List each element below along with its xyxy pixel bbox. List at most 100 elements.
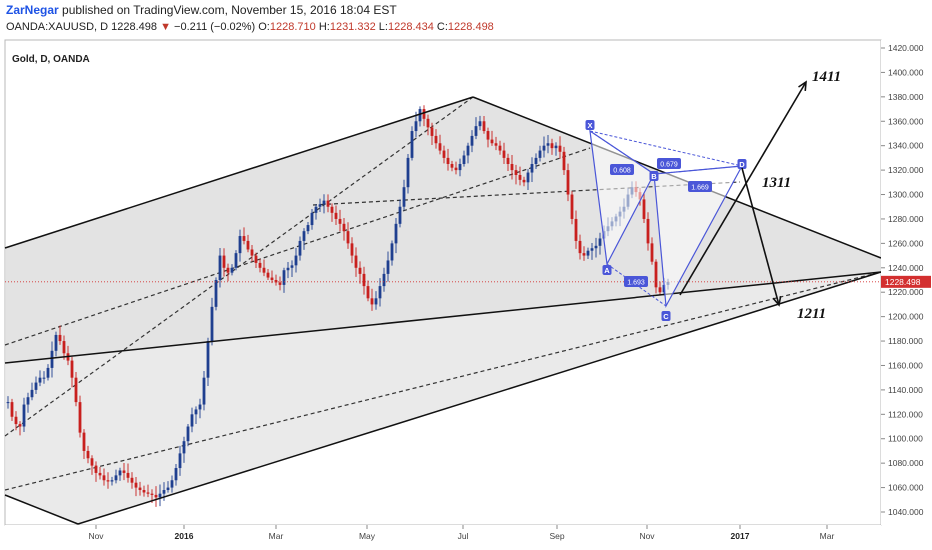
candle-body bbox=[570, 194, 574, 219]
last-value: 1228.498 bbox=[111, 21, 158, 33]
candle-body bbox=[90, 458, 94, 466]
price-series bbox=[6, 105, 670, 507]
candle-body bbox=[262, 267, 266, 273]
last-price-text: 1228.498 bbox=[885, 277, 921, 287]
candle-body bbox=[210, 306, 214, 342]
x-tick-label: Jul bbox=[458, 531, 469, 541]
candle-body bbox=[102, 475, 106, 481]
candle-body bbox=[10, 402, 14, 417]
candle-body bbox=[242, 236, 246, 241]
candle-body bbox=[154, 494, 158, 498]
change-value: −0.211 (−0.02%) bbox=[174, 21, 256, 33]
candle-body bbox=[250, 249, 254, 256]
candle-body bbox=[258, 262, 262, 268]
candle-body bbox=[226, 267, 230, 273]
y-tick-label: 1240.000 bbox=[888, 263, 924, 273]
candle-body bbox=[478, 121, 482, 127]
pattern-point-badge bbox=[737, 159, 747, 169]
candle-body bbox=[650, 243, 654, 262]
candle-body bbox=[314, 206, 318, 213]
candle-body bbox=[70, 360, 74, 378]
y-tick-label: 1400.000 bbox=[888, 67, 924, 77]
pattern-ratio-line bbox=[589, 130, 655, 175]
candle-body bbox=[234, 253, 238, 268]
candle-body bbox=[558, 145, 562, 152]
arrow-head bbox=[772, 296, 782, 307]
candle-body bbox=[286, 267, 290, 271]
candle-body bbox=[150, 493, 154, 495]
candle-body bbox=[410, 131, 414, 158]
candle-body bbox=[166, 487, 170, 491]
pattern-point-badge bbox=[661, 311, 671, 321]
candle-body bbox=[246, 240, 250, 250]
pattern-point-label: D bbox=[739, 160, 745, 169]
candle-body bbox=[594, 245, 598, 249]
candle-body bbox=[582, 253, 586, 256]
candle-body bbox=[374, 298, 378, 305]
candle-body bbox=[562, 151, 566, 171]
candle-body bbox=[218, 255, 222, 280]
candle-body bbox=[46, 367, 50, 378]
dashed-trendlines bbox=[4, 96, 882, 491]
candle-body bbox=[458, 164, 462, 171]
y-axis-ticks: 1040.000 1060.000 1080.000 1100.000 1120.000… bbox=[881, 43, 924, 517]
pattern-point-label: X bbox=[587, 121, 592, 130]
candle-body bbox=[526, 172, 530, 183]
candle-body bbox=[38, 377, 42, 383]
candle-body bbox=[190, 414, 194, 427]
author-link[interactable]: ZarNegar bbox=[6, 3, 59, 17]
candle-body bbox=[98, 472, 102, 476]
candle-body bbox=[506, 157, 510, 164]
candle-body bbox=[266, 272, 270, 278]
pattern-point-badge bbox=[649, 171, 659, 181]
candle-body bbox=[566, 170, 570, 195]
candle-body bbox=[178, 453, 182, 469]
dashed-trendline bbox=[4, 271, 882, 491]
y-tick-label: 1120.000 bbox=[888, 409, 923, 419]
ratio-badge bbox=[688, 181, 712, 192]
candle-body bbox=[498, 145, 502, 151]
bcd-triangle bbox=[653, 165, 744, 309]
publisher-line: ZarNegar published on TradingView.com, N… bbox=[6, 3, 397, 17]
candle-body bbox=[646, 218, 650, 244]
candle-body bbox=[550, 143, 554, 149]
candle-body bbox=[642, 199, 646, 219]
arrow-to-1411 bbox=[679, 81, 807, 296]
xab-triangle bbox=[589, 129, 655, 266]
candle-body bbox=[382, 273, 386, 287]
candle-body bbox=[654, 261, 658, 288]
y-tick-label: 1420.000 bbox=[888, 43, 924, 53]
high-label: H: bbox=[318, 21, 330, 33]
candle-body bbox=[542, 145, 546, 151]
candle-body bbox=[58, 334, 62, 342]
x-tick-label: 2017 bbox=[731, 531, 750, 541]
trendline bbox=[77, 271, 882, 525]
candle-body bbox=[530, 164, 534, 173]
candle-body bbox=[310, 212, 314, 226]
chart-header: ZarNegar published on TradingView.com, N… bbox=[0, 0, 932, 40]
x-axis[interactable] bbox=[5, 525, 881, 550]
published-text: published on TradingView.com, November 1… bbox=[58, 3, 397, 17]
y-tick-label: 1140.000 bbox=[888, 385, 923, 395]
candle-body bbox=[422, 109, 426, 119]
candle-body bbox=[194, 409, 198, 415]
candle-body bbox=[554, 145, 558, 149]
candle-body bbox=[330, 206, 334, 213]
ratio-label: 0.679 bbox=[660, 162, 678, 169]
label-1211: 1211 bbox=[797, 306, 826, 322]
x-tick-label: Mar bbox=[820, 531, 835, 541]
candle-body bbox=[414, 121, 418, 132]
trendline bbox=[4, 271, 882, 364]
y-tick-label: 1100.000 bbox=[888, 434, 923, 444]
candle-body bbox=[130, 477, 134, 483]
candle-body bbox=[394, 223, 398, 244]
ratio-label: 1.669 bbox=[691, 185, 709, 192]
candle-body bbox=[274, 280, 278, 283]
candle-body bbox=[54, 334, 58, 351]
x-tick-label: Sep bbox=[549, 531, 564, 541]
candle-body bbox=[62, 341, 66, 354]
projection-arrows bbox=[679, 80, 807, 307]
candle-body bbox=[18, 424, 22, 427]
ohlc-line: OANDA:XAUUSD, D 1228.498 ▼ −0.211 (−0.02… bbox=[6, 21, 494, 33]
